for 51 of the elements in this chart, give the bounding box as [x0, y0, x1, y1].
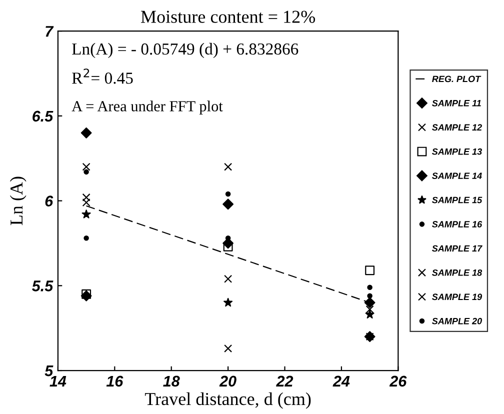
- point: [224, 162, 232, 171]
- legend-label: SAMPLE 19: [432, 294, 482, 300]
- annotation: R$^{2}$= 0.45: [72, 68, 133, 84]
- x-tick-label: 24: [332, 376, 350, 386]
- point: [82, 289, 92, 299]
- chart-title: Moisture content = 12%: [141, 10, 316, 23]
- point: [367, 293, 372, 298]
- point: [84, 235, 89, 241]
- point: [82, 193, 90, 202]
- x-tick-label: 16: [106, 376, 124, 387]
- legend-label: SAMPLE 12: [432, 124, 482, 131]
- x-tick-label: 20: [219, 376, 236, 387]
- x-tick-label: 26: [389, 376, 407, 387]
- y-axis-title: Ln (A): [10, 176, 26, 226]
- point: [224, 298, 233, 307]
- point: [80, 127, 92, 138]
- point: [225, 191, 231, 197]
- annotation: Ln(A) = - 0.05749 (d) + 6.832866: [72, 42, 298, 58]
- annotation: A = Area under FFT plot: [72, 100, 223, 114]
- legend-label: REG. PLOT: [432, 76, 482, 82]
- legend-label: SAMPLE 16: [432, 221, 482, 228]
- point: [367, 284, 372, 290]
- point: [224, 344, 232, 352]
- legend-label: SAMPLE 13: [432, 148, 482, 155]
- legend-label: SAMPLE 20: [432, 318, 482, 324]
- point: [366, 305, 374, 314]
- y-tick-label: 6: [45, 196, 54, 206]
- legend-label: SAMPLE 11: [432, 100, 481, 106]
- x-tick-label: 14: [50, 376, 66, 386]
- point: [84, 169, 89, 175]
- point: [224, 274, 232, 283]
- legend-label: SAMPLE 15: [432, 196, 482, 204]
- point: [222, 198, 234, 210]
- y-tick-label: 7: [46, 26, 54, 37]
- legend-label: SAMPLE 18: [432, 269, 482, 276]
- legend-label: SAMPLE 17: [432, 245, 482, 252]
- point: [364, 297, 376, 308]
- y-tick-label: 5: [44, 366, 54, 376]
- point: [82, 198, 90, 207]
- y-tick-label: 6.5: [32, 110, 54, 122]
- point: [82, 162, 90, 171]
- point: [82, 210, 91, 218]
- legend-label: SAMPLE 14: [432, 172, 482, 179]
- x-tick-label: 18: [163, 376, 180, 387]
- x-axis-title: Travel distance, d (cm): [144, 392, 311, 409]
- point: [223, 242, 233, 252]
- x-tick-label: 22: [276, 376, 294, 386]
- y-tick-label: 5.5: [32, 280, 54, 292]
- point: [365, 310, 374, 318]
- point: [365, 266, 375, 276]
- point: [80, 290, 92, 302]
